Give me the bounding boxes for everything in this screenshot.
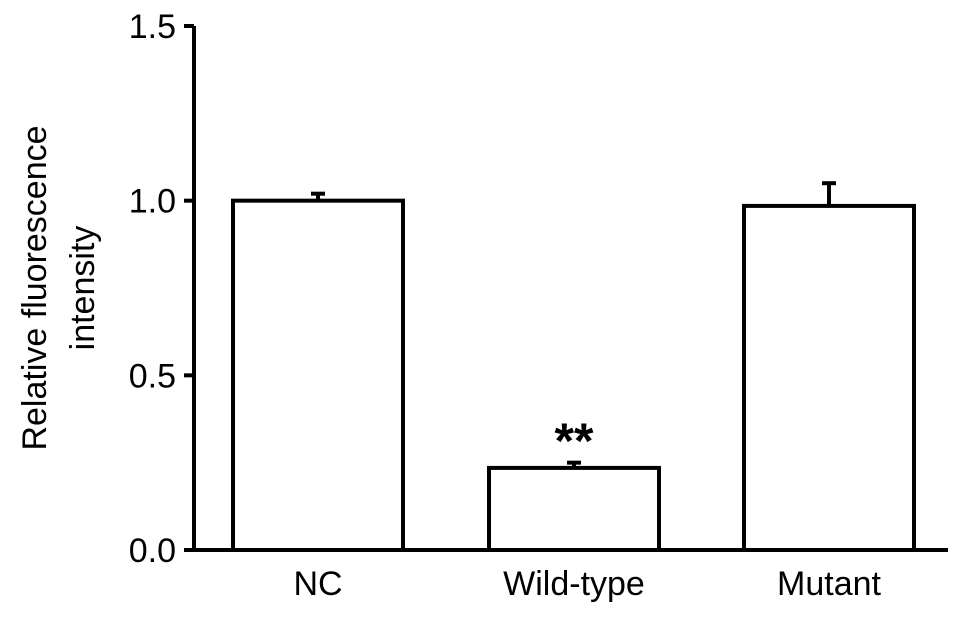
y-tick-label-2: 1.0 — [129, 183, 176, 221]
bar-2 — [742, 203, 916, 552]
significance-marker-1: ** — [555, 413, 594, 469]
x-tick-label-1: Wild-type — [503, 565, 645, 603]
y-tick-label-0: 0.0 — [129, 532, 176, 570]
x-tick-label-0: NC — [293, 565, 342, 603]
y-axis-label: Relative fluorescence intensity — [16, 125, 102, 450]
bar-1 — [487, 465, 661, 553]
y-axis-label-line-2: intensity — [64, 226, 102, 351]
y-axis-label-line-1: Relative fluorescence — [16, 125, 54, 450]
bar-0 — [231, 198, 405, 553]
x-tick-label-2: Mutant — [777, 565, 881, 603]
y-tick-label-3: 1.5 — [129, 8, 176, 46]
y-tick-label-1: 0.5 — [129, 357, 176, 395]
plot-area: NC ** Wild-type Mutant 0.0 0.5 1.0 1.5 — [129, 8, 948, 603]
